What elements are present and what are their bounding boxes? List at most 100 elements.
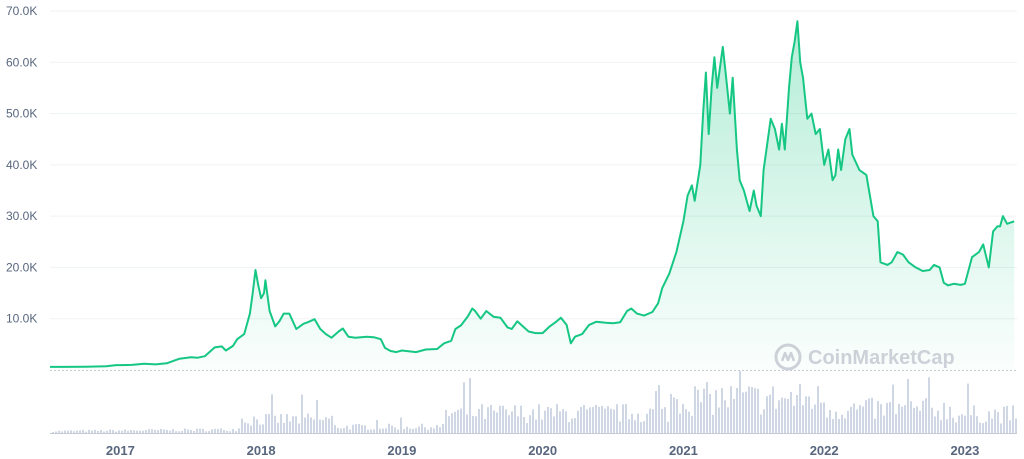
volume-bar	[667, 421, 669, 433]
volume-bar	[601, 405, 603, 433]
volume-bar	[694, 386, 696, 433]
volume-bar	[619, 421, 621, 433]
volume-bar	[325, 417, 327, 433]
volume-bar	[919, 410, 921, 433]
volume-bar	[469, 378, 471, 433]
volume-bar	[712, 414, 714, 433]
volume-bar	[376, 419, 378, 433]
volume-bar	[103, 431, 105, 433]
volume-bar	[1003, 406, 1005, 433]
volume-bar	[178, 431, 180, 433]
volume-bar	[688, 411, 690, 433]
volume-bar	[475, 416, 477, 433]
volume-bar	[490, 404, 492, 433]
volume-bar	[871, 397, 873, 433]
volume-bar	[493, 410, 495, 433]
volume-bar	[1012, 405, 1014, 433]
volume-bar	[511, 411, 513, 433]
volume-bar	[934, 416, 936, 433]
volume-bar	[547, 406, 549, 433]
volume-bar	[235, 431, 237, 433]
volume-bar	[532, 409, 534, 433]
volume-bar	[232, 429, 234, 433]
volume-bar	[244, 422, 246, 433]
volume-bar	[751, 387, 753, 433]
volume-bar	[847, 410, 849, 433]
volume-bar	[298, 423, 300, 433]
volume-bar	[373, 429, 375, 433]
volume-bar	[433, 428, 435, 433]
volume-bar	[451, 413, 453, 433]
volume-bar	[781, 397, 783, 433]
volume-bar	[724, 400, 726, 433]
volume-bar	[478, 409, 480, 433]
volume-bar	[514, 405, 516, 433]
volume-bar	[814, 404, 816, 433]
volume-bar	[436, 425, 438, 433]
x-axis-ticks: 2017 2018 2019 2020 2021 2022 2023	[106, 443, 979, 458]
volume-bar	[979, 422, 981, 433]
volume-bar	[670, 393, 672, 433]
volume-bar	[76, 430, 78, 433]
volume-bar	[928, 377, 930, 433]
volume-bar	[502, 405, 504, 433]
volume-bar	[454, 411, 456, 433]
volume-bar	[685, 409, 687, 433]
volume-bar	[664, 407, 666, 433]
volume-bar	[787, 398, 789, 433]
price-line[interactable]	[50, 20, 1015, 368]
volume-bar	[280, 414, 282, 433]
volume-bar	[214, 428, 216, 433]
volume-bar	[193, 431, 195, 433]
volume-bar	[424, 427, 426, 433]
volume-bar	[385, 428, 387, 433]
volume-bar	[571, 418, 573, 433]
volume-bar	[970, 415, 972, 433]
volume-bar	[517, 416, 519, 433]
volume-bar	[265, 413, 267, 433]
volume-bar	[403, 428, 405, 433]
volume-bar	[124, 429, 126, 433]
volume-bar	[199, 428, 201, 433]
volume-bar	[907, 379, 909, 433]
volume-bar	[910, 401, 912, 433]
volume-bar	[931, 407, 933, 433]
volume-bar	[196, 428, 198, 433]
volume-bar	[301, 394, 303, 433]
volume-bar	[538, 404, 540, 433]
volume-bar	[757, 388, 759, 433]
volume-bar	[448, 416, 450, 433]
volume-bar	[868, 398, 870, 433]
volume-bar	[991, 418, 993, 433]
volume-bar	[223, 430, 225, 433]
volume-bar	[820, 402, 822, 433]
volume-bar	[421, 423, 423, 433]
volume-bar	[331, 415, 333, 433]
volume-bar	[790, 391, 792, 433]
volume-bar	[898, 403, 900, 433]
volume-bar	[55, 431, 57, 433]
volume-bar	[334, 425, 336, 433]
volume-bar	[391, 425, 393, 433]
volume-bar	[766, 396, 768, 433]
volume-bar	[142, 430, 144, 433]
volume-bar	[139, 430, 141, 433]
volume-bar	[559, 411, 561, 433]
volume-bar	[328, 418, 330, 433]
volume-bar	[682, 403, 684, 433]
volume-bar	[361, 425, 363, 433]
volume-bar	[523, 416, 525, 433]
volume-bar	[520, 405, 522, 433]
volume-bar	[67, 430, 69, 433]
volume-bar	[397, 429, 399, 433]
x-tick-label: 2020	[528, 443, 557, 458]
volume-bar	[160, 428, 162, 433]
volume-bar	[598, 406, 600, 433]
watermark: CoinMarketCap	[774, 343, 955, 371]
volume-bar	[625, 404, 627, 433]
volume-bar	[853, 403, 855, 433]
volume-bar	[118, 430, 120, 433]
y-tick-label: 10.0K	[6, 312, 37, 326]
volume-bar	[172, 429, 174, 433]
